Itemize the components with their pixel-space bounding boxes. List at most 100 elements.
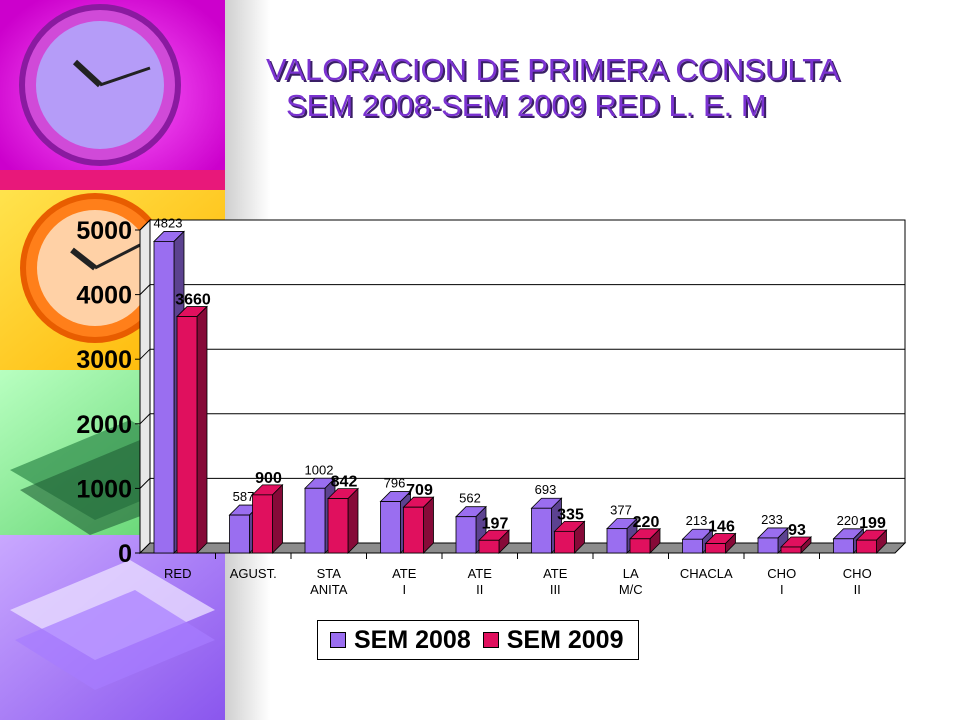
bar-sem-2009 [478, 529, 510, 554]
bar-sem-2009 [780, 536, 812, 554]
x-tick-label: RED [164, 566, 191, 581]
data-label-2009: 335 [557, 506, 584, 523]
bar-front [757, 537, 779, 554]
y-tick-label: 4000 [76, 282, 132, 310]
data-label-2008: 1002 [305, 462, 334, 477]
gridline [139, 477, 905, 489]
x-tick-label: STA [317, 566, 342, 581]
bar-sem-2009 [251, 483, 284, 554]
bar-side [347, 487, 359, 554]
books-icon [10, 560, 215, 690]
bar-sem-2009 [553, 520, 586, 554]
x-tick-label: CHACLA [680, 566, 733, 581]
x-tick-label: ATE [543, 566, 568, 581]
x-tick-label: CHO [767, 566, 796, 581]
data-label-2009: 197 [482, 515, 509, 532]
data-label-2008: 587 [233, 489, 255, 504]
x-tick-label: II [476, 582, 483, 597]
data-label-2009: 93 [788, 522, 806, 539]
bar-front [403, 506, 424, 554]
bar-sem-2009 [402, 496, 435, 554]
y-tick-label: 5000 [76, 217, 132, 245]
title-line-1: VALORACION DE PRIMERA CONSULTA [266, 52, 840, 87]
data-label-2008: 220 [837, 513, 859, 528]
data-label-2008: 377 [610, 503, 632, 518]
legend-label: SEM 2009 [506, 625, 624, 654]
bar-side [196, 305, 208, 554]
clock-icon [20, 193, 170, 343]
data-label-2008: 562 [459, 491, 481, 506]
legend-swatch [330, 632, 346, 648]
data-label-2009: 146 [708, 519, 735, 536]
y-tick-label: 2000 [76, 411, 132, 439]
bar-sem-2009 [327, 487, 359, 554]
x-tick-label: AGUST. [230, 566, 277, 581]
gridline [139, 413, 905, 425]
data-label-2009: 900 [255, 470, 282, 487]
title-line-2: SEM 2008-SEM 2009 RED L. E. M [286, 88, 767, 123]
bar-front [304, 487, 326, 554]
bar-front [176, 316, 198, 554]
bar-side [272, 483, 283, 554]
bar-sem-2009 [629, 527, 661, 554]
y-tick-label: 3000 [76, 346, 132, 374]
x-tick-label: CHO [843, 566, 872, 581]
x-tick-label: II [854, 582, 861, 597]
x-tick-label: ATE [392, 566, 417, 581]
x-tick-label: ANITA [310, 582, 348, 597]
data-label-2008: 233 [761, 512, 783, 527]
bar-front [380, 501, 401, 554]
bar-front [682, 538, 703, 554]
bar-front [606, 528, 628, 554]
chart-legend: SEM 2008 SEM 2009 [317, 620, 639, 660]
bar-sem-2009 [704, 532, 737, 554]
x-tick-label: M/C [619, 582, 643, 597]
data-label-2009: 842 [331, 474, 358, 491]
x-tick-label: LA [623, 566, 639, 581]
y-tick-label: 0 [118, 540, 132, 568]
page-title: VALORACION DE PRIMERA CONSULTA SEM 2008-… [230, 52, 920, 124]
data-label-2009: 709 [406, 482, 433, 499]
x-tick-label: I [780, 582, 784, 597]
x-tick-label: I [402, 582, 406, 597]
bar-front [705, 543, 726, 554]
bar-front [554, 530, 575, 554]
data-label-2008: 796 [384, 476, 406, 491]
bar-front [531, 507, 552, 554]
bar-front [629, 538, 651, 554]
legend-swatch [482, 632, 499, 648]
data-label-2009: 220 [633, 514, 660, 531]
bar-front [229, 514, 250, 554]
gridline [139, 284, 905, 295]
bar-side [423, 496, 434, 554]
plot-side-wall [139, 218, 151, 555]
legend-label: SEM 2008 [354, 625, 471, 654]
bar-front [327, 498, 349, 554]
bar-front [856, 539, 877, 554]
y-tick-label: 1000 [76, 475, 132, 503]
bar-front [478, 539, 500, 554]
bar-sem-2008 [681, 528, 714, 554]
gridline [139, 219, 905, 231]
x-tick-label: III [550, 582, 561, 597]
bar-sem-2009 [855, 529, 888, 554]
bar-sem-2008 [832, 527, 865, 554]
bar-sem-2009 [176, 305, 208, 554]
data-label-2008: 213 [686, 513, 708, 528]
data-label-2008: 4823 [154, 215, 183, 230]
clock-icon [19, 4, 181, 166]
gridline [139, 348, 905, 360]
x-tick-label: ATE [468, 566, 493, 581]
data-label-2008: 693 [535, 482, 557, 497]
legend-item-2009: SEM 2009 [482, 625, 624, 655]
legend-item-2008: SEM 2008 [330, 626, 471, 655]
data-label-2009: 199 [859, 515, 886, 532]
bar-front [780, 546, 802, 554]
bar-front [252, 494, 273, 554]
bar-front [833, 538, 854, 554]
bar-front [455, 516, 477, 554]
data-label-2009: 3660 [175, 292, 211, 309]
sidebar-decoration [0, 0, 225, 720]
bar-front [153, 241, 175, 554]
